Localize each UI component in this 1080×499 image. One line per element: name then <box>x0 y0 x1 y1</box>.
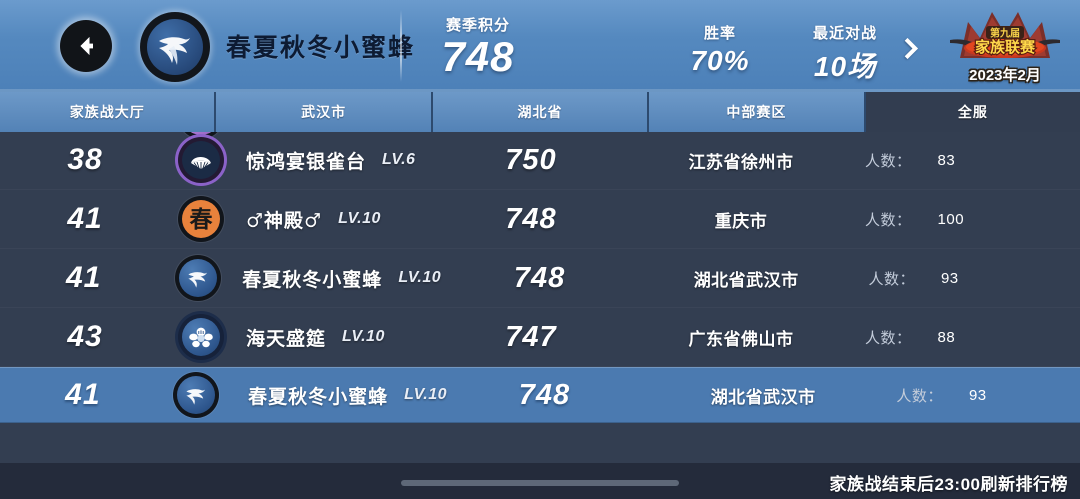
row-avatar[interactable] <box>170 314 232 360</box>
row-score: 747 <box>505 320 557 353</box>
row-guild-name: ♂神殿♂ <box>246 209 323 232</box>
ranking-list[interactable]: 36 女生宿舍 LV.10 750 山东省青岛市 人数： 93 38 <box>0 132 1080 463</box>
row-rank: 43 <box>67 320 103 353</box>
row-score: 750 <box>505 143 557 176</box>
row-score: 748 <box>518 378 571 411</box>
season-badge-date: 2023年2月 <box>969 67 1041 84</box>
chevron-right-icon[interactable] <box>896 38 918 60</box>
stat-value: 10场 <box>813 51 877 82</box>
row-name-cell: 春夏秋冬小蜜蜂 LV.10 <box>226 382 447 409</box>
members-label: 人数： <box>868 270 915 288</box>
members-value: 93 <box>968 386 987 404</box>
back-button[interactable] <box>60 20 112 72</box>
row-guild-level: LV.10 <box>398 269 442 286</box>
row-members: 人数： 88 <box>851 327 1080 348</box>
row-name-cell: 惊鸿宴银雀台 LV.6 <box>232 147 431 174</box>
table-row[interactable]: 41 春夏秋冬小蜜蜂 LV.10 748 湖北省武汉市 人数： 93 <box>0 249 1080 308</box>
row-score: 748 <box>505 202 557 235</box>
table-row[interactable]: 41 春 ♂神殿♂ LV.10 748 重庆市 人数： 100 <box>0 190 1080 249</box>
header-divider <box>400 10 402 82</box>
members-label: 人数： <box>865 329 912 347</box>
footer-bar: 家族战结束后23:00刷新排行榜 <box>0 463 1080 499</box>
row-region: 湖北省武汉市 <box>710 387 816 407</box>
row-score: 748 <box>513 261 566 294</box>
table-row[interactable]: 38 惊鸿宴银雀台 LV.6 750 江苏省徐州市 <box>0 132 1080 190</box>
row-members: 人数： 93 <box>854 268 1080 289</box>
clan-name: 春夏秋冬小蜜蜂 <box>226 33 416 62</box>
row-region: 重庆市 <box>714 211 768 231</box>
members-value: 100 <box>937 210 965 228</box>
tab-family-war-hall[interactable]: 家族战大厅 <box>0 92 217 132</box>
table-row[interactable]: 43 <box>0 308 1080 367</box>
tab-central-region[interactable]: 中部赛区 <box>649 92 866 132</box>
row-guild-name: 春夏秋冬小蜜蜂 <box>242 268 383 291</box>
row-guild-level: LV.10 <box>342 328 385 345</box>
row-guild-name: 海天盛筵 <box>246 327 327 350</box>
guild-emblem-bird-icon <box>174 255 221 301</box>
clan-avatar[interactable] <box>140 12 210 82</box>
members-value: 93 <box>940 269 959 287</box>
row-region: 江苏省徐州市 <box>688 152 794 172</box>
stat-season-score: 赛季积分 748 <box>418 14 538 80</box>
app-header: 春夏秋冬小蜜蜂 赛季积分 748 胜率 70% 最近对战 10场 <box>0 0 1080 92</box>
tournament-badge-icon: 第九届 家族联赛 <box>946 4 1064 66</box>
row-name-cell: ♂神殿♂ LV.10 <box>232 206 431 233</box>
arrow-left-icon <box>71 31 101 61</box>
row-rank: 41 <box>65 261 102 294</box>
stat-recent-matches: 最近对战 10场 <box>780 22 910 85</box>
guild-emblem-fan-icon <box>178 137 224 183</box>
row-name-cell: 海天盛筵 LV.10 <box>232 324 431 351</box>
stat-value: 70% <box>690 45 750 76</box>
row-region: 湖北省武汉市 <box>693 270 799 290</box>
stat-label: 胜率 <box>703 25 736 42</box>
guild-emblem-icon <box>178 132 224 139</box>
tab-wuhan-city[interactable]: 武汉市 <box>216 92 433 132</box>
guild-emblem-chun-icon: 春 <box>178 196 224 242</box>
row-members: 人数： 83 <box>851 150 1080 171</box>
guild-emblem-flower-icon <box>178 314 224 360</box>
stat-value: 748 <box>441 33 515 80</box>
stat-label: 赛季积分 <box>445 17 510 34</box>
members-value: 83 <box>937 151 956 169</box>
home-indicator[interactable] <box>401 480 679 486</box>
row-rank: 41 <box>67 202 103 235</box>
row-guild-level: LV.10 <box>338 210 381 227</box>
members-value: 88 <box>937 328 956 346</box>
svg-text:家族联赛: 家族联赛 <box>975 38 1036 56</box>
row-region: 广东省佛山市 <box>688 329 794 349</box>
emblem-glyph: 春 <box>189 205 213 233</box>
row-guild-level: LV.10 <box>404 386 448 403</box>
row-rank: 38 <box>67 143 103 176</box>
row-members: 人数： 93 <box>882 385 1080 406</box>
row-avatar[interactable] <box>170 137 232 183</box>
row-guild-level: LV.6 <box>382 151 416 168</box>
guild-emblem-bird-icon <box>172 372 219 418</box>
members-label: 人数： <box>865 211 912 229</box>
stat-label: 最近对战 <box>812 25 877 42</box>
row-avatar[interactable] <box>167 255 228 301</box>
row-members: 人数： 100 <box>851 209 1080 230</box>
row-guild-name: 春夏秋冬小蜜蜂 <box>248 385 389 408</box>
clan-emblem-bird-icon <box>147 19 203 75</box>
row-guild-name: 惊鸿宴银雀台 <box>246 150 367 173</box>
stat-win-rate: 胜率 70% <box>660 22 780 77</box>
row-name-cell: 春夏秋冬小蜜蜂 LV.10 <box>228 265 441 292</box>
tab-hubei-province[interactable]: 湖北省 <box>432 92 650 132</box>
season-badge[interactable]: 第九届 家族联赛 2023年2月 <box>944 4 1066 90</box>
members-label: 人数： <box>865 152 912 170</box>
svg-text:第九届: 第九届 <box>990 27 1020 40</box>
table-row-own-guild[interactable]: 41 春夏秋冬小蜜蜂 LV.10 748 湖北省武汉市 人数： 93 <box>0 367 1080 423</box>
refresh-note: 家族战结束后23:00刷新排行榜 <box>829 475 1068 494</box>
row-avatar[interactable] <box>170 132 232 139</box>
members-label: 人数： <box>896 387 943 405</box>
region-tab-bar: 家族战大厅 武汉市 湖北省 中部赛区 全服 <box>0 92 1080 132</box>
row-rank: 41 <box>65 378 101 411</box>
row-avatar[interactable] <box>166 372 226 418</box>
row-avatar[interactable]: 春 <box>170 196 232 242</box>
tab-all-servers[interactable]: 全服 <box>865 92 1080 132</box>
